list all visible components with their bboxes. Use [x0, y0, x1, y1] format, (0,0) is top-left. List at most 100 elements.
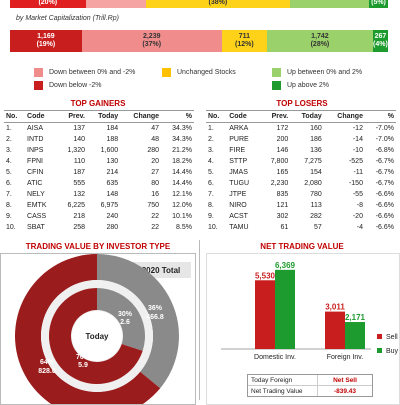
- table-cell: 2.: [208, 136, 214, 143]
- table-cell: -7.0%: [375, 136, 394, 143]
- table-cell: 280: [106, 224, 119, 231]
- legend-up-above-2: Up above 2%: [272, 81, 329, 90]
- table-cell: 258: [73, 224, 85, 231]
- table-cell: 1.: [208, 125, 214, 132]
- top-losers-table: No. Code Prev. Today Change% 1. ARKA 172 160 -12…: [206, 110, 396, 233]
- table-cell: 16: [151, 191, 160, 198]
- table-cell: -6.6%: [375, 202, 394, 209]
- table-cell: 20: [151, 158, 160, 165]
- center-label: Today: [86, 332, 110, 341]
- table-cell: 6.: [6, 180, 12, 187]
- column-header: Code: [227, 110, 261, 123]
- table-cell: 6,975: [100, 202, 119, 209]
- outer-market-pct: 36%: [148, 305, 163, 312]
- table-cell: INTD: [27, 136, 44, 143]
- legend-label: Sell: [386, 334, 398, 341]
- segment-value: 711: [238, 33, 250, 40]
- table-cell: 14.4%: [172, 180, 192, 187]
- table-cell: 9.: [208, 213, 214, 220]
- investor-type-panel: 2020 Total Today 36% 466.8 64% 828.0 30% 2.6 70%…: [0, 253, 196, 405]
- outer-slice-main: [15, 254, 161, 404]
- legend-label: Down between 0% and -2%: [49, 69, 136, 76]
- table-cell: 302: [276, 213, 289, 220]
- column-header: No.: [206, 110, 228, 123]
- info-key: Today Foreign: [251, 376, 293, 384]
- table-cell: 1.: [6, 125, 12, 132]
- table-cell: -6.7%: [375, 158, 394, 165]
- table-cell: 34.3%: [172, 125, 192, 132]
- bar-value-label: 3,011: [325, 303, 345, 312]
- table-cell: 34.3%: [172, 136, 192, 143]
- table-cell: 7,275: [304, 158, 322, 165]
- net-trading-title: NET TRADING VALUE: [260, 242, 344, 251]
- table-row: 4. STTP 7,800 7,275 -525 -6.7%: [206, 156, 396, 167]
- table-cell: 2,230: [270, 180, 289, 187]
- table-cell: -10: [352, 147, 363, 154]
- table-cell: 218: [73, 213, 85, 220]
- table-row: 2. INTD 140 188 48 34.3%: [4, 134, 194, 145]
- outer-main-value: 828.0: [38, 368, 56, 375]
- legend-swatch: [272, 68, 281, 77]
- legend-label: Up between 0% and 2%: [287, 69, 363, 76]
- table-cell: INPS: [27, 147, 44, 154]
- table-cell: 7.: [208, 191, 214, 198]
- table-cell: FIRE: [229, 147, 246, 154]
- table-cell: NIRO: [229, 202, 247, 209]
- table-row: 6. TUGU 2,230 2,080 -150 -6.7%: [206, 178, 396, 189]
- bar-segment: (5%): [369, 0, 388, 8]
- table-cell: 160: [310, 125, 322, 132]
- market-cap-bar: 1,169 (19%) 2,239 (37%) 711 (12%) 1,742 (28%) 26…: [10, 30, 388, 52]
- bar-segment: 2,239 (37%): [81, 30, 222, 52]
- table-row: 7. JTPE 835 780 -55 -6.6%: [206, 189, 396, 200]
- table-cell: 8.: [6, 202, 12, 209]
- segment-percent: (5%): [371, 0, 386, 6]
- table-cell: 282: [310, 213, 322, 220]
- table-cell: -6.6%: [375, 224, 394, 231]
- segment-percent: (28%): [310, 41, 330, 48]
- table-cell: 113: [310, 202, 322, 209]
- market-cap-caption: by Market Capitalization (Trill.Rp): [16, 15, 119, 22]
- segment-value: 1,169: [37, 33, 55, 40]
- table-cell: -12: [352, 125, 363, 132]
- info-row-net-value: Net Trading Value -839.43: [248, 386, 372, 396]
- table-cell: 780: [310, 191, 322, 198]
- table-cell: 4.: [208, 158, 214, 165]
- table-cell: -14: [352, 136, 363, 143]
- table-row: 9. ACST 302 282 -20 -6.6%: [206, 211, 396, 222]
- table-cell: TAMU: [229, 224, 249, 231]
- table-cell: -4: [356, 224, 363, 231]
- table-cell: 4.: [6, 158, 12, 165]
- table-cell: 200: [276, 136, 289, 143]
- legend-down-0-2: Down between 0% and -2%: [34, 68, 135, 77]
- table-row: 9. CASS 218 240 22 10.1%: [4, 211, 194, 222]
- table-cell: EMTK: [27, 202, 47, 209]
- legend-up-0-2: Up between 0% and 2%: [272, 68, 362, 77]
- year-label: 2020 Total: [142, 266, 181, 275]
- table-cell: -20: [352, 213, 363, 220]
- table-cell: 7.: [6, 191, 12, 198]
- top-losers-title: TOP LOSERS: [276, 99, 328, 108]
- column-header: Prev.: [57, 110, 87, 123]
- table-cell: 61: [280, 224, 289, 231]
- table-cell: ARKA: [229, 125, 249, 132]
- bar-segment: (20%): [10, 0, 86, 8]
- table-cell: FPNI: [27, 158, 43, 165]
- table-row: 1. AISA 137 184 47 34.3%: [4, 123, 194, 135]
- table-cell: 165: [276, 169, 289, 176]
- table-cell: 187: [73, 169, 85, 176]
- divider: [199, 240, 200, 400]
- table-cell: CASS: [27, 213, 47, 220]
- segment-percent: (37%): [142, 41, 162, 48]
- table-row: 5. CFIN 187 214 27 14.4%: [4, 167, 194, 178]
- table-cell: -6.6%: [375, 191, 394, 198]
- table-cell: ACST: [229, 213, 248, 220]
- inner-main-pct: 70%: [76, 354, 91, 361]
- foreign-info-box: Today Foreign Net Sell Net Trading Value…: [247, 374, 373, 397]
- column-header: Change: [323, 110, 365, 123]
- table-cell: 6.: [208, 180, 214, 187]
- investor-type-title: TRADING VALUE BY INVESTOR TYPE: [25, 242, 171, 251]
- table-cell: 121: [276, 202, 289, 209]
- table-cell: 1,320: [67, 147, 85, 154]
- table-cell: 110: [73, 158, 85, 165]
- table-cell: TUGU: [229, 180, 250, 187]
